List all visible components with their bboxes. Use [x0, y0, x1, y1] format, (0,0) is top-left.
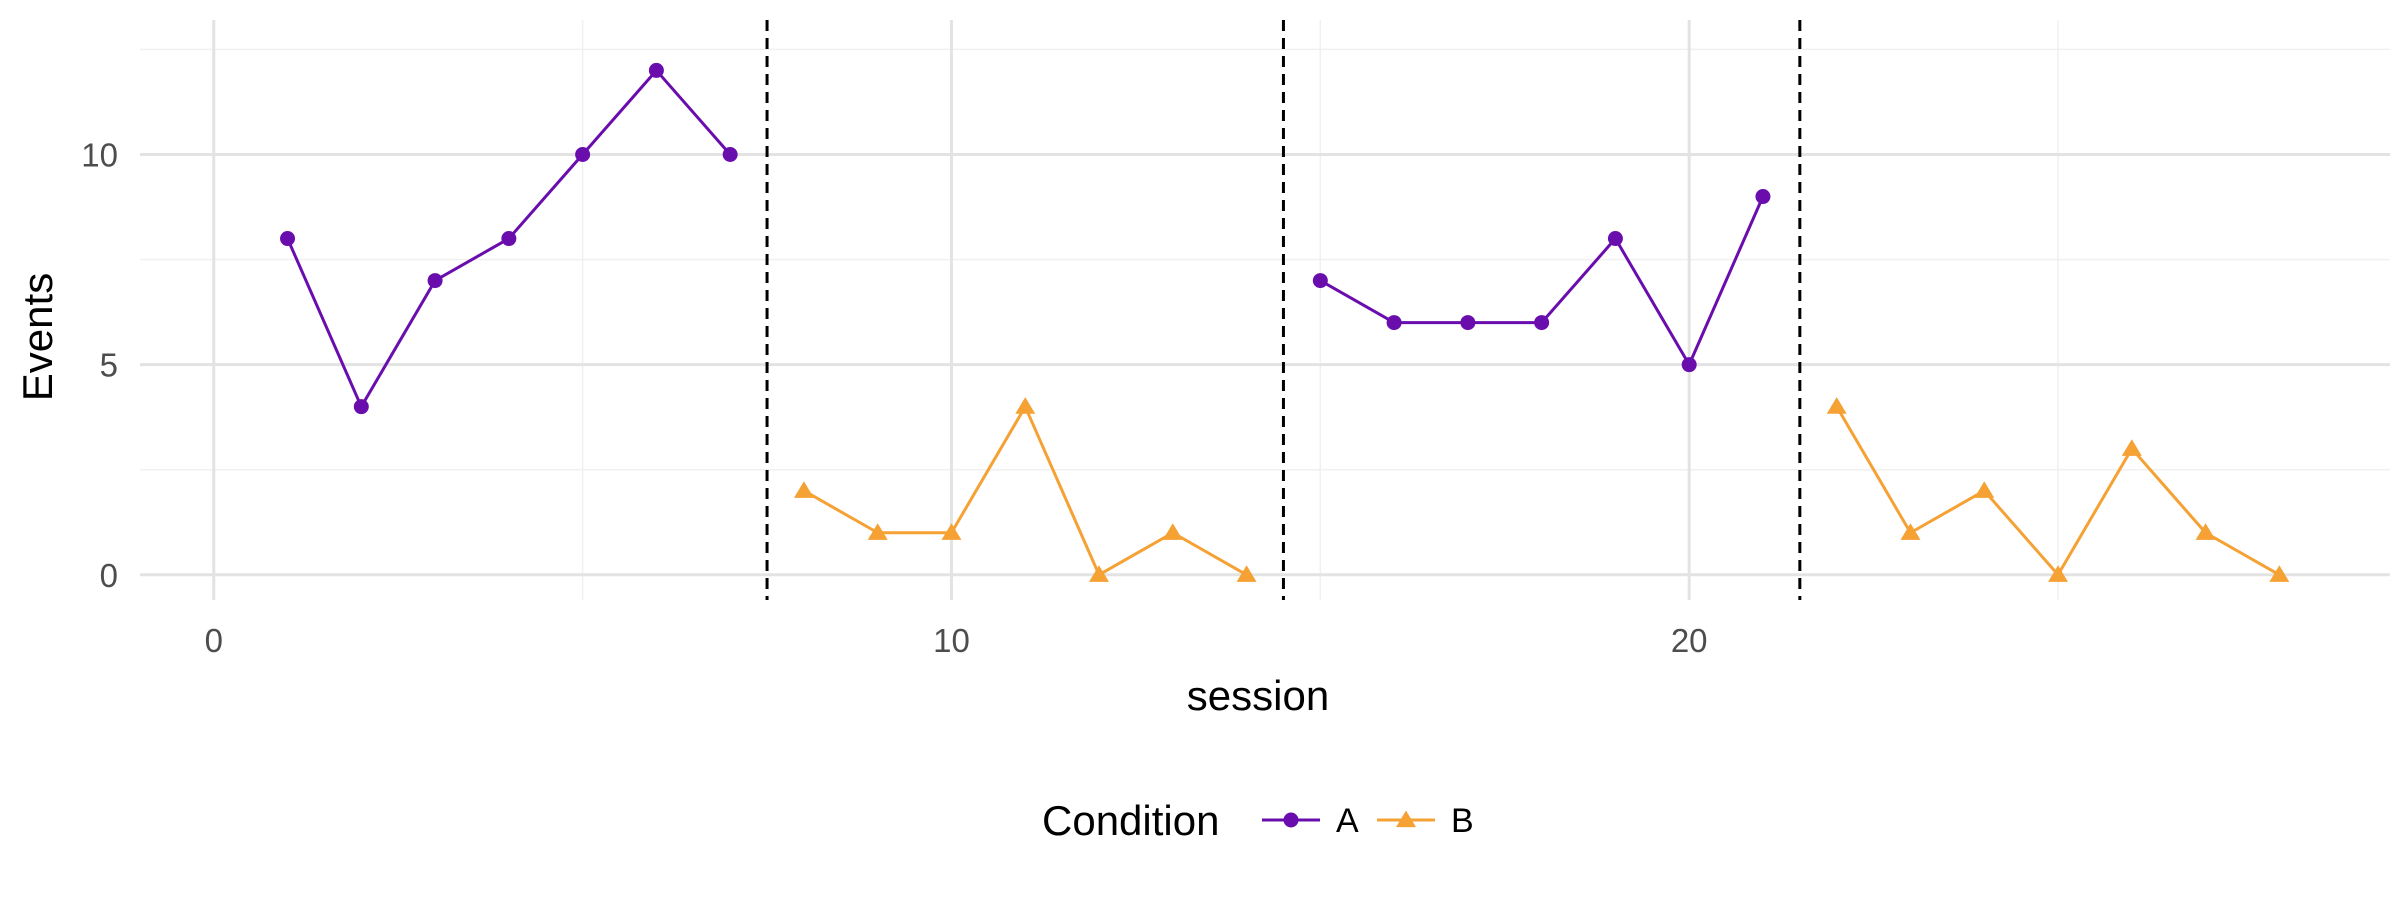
data-point — [1162, 523, 1183, 540]
data-point — [941, 523, 962, 540]
data-point — [1826, 397, 1847, 414]
data-point — [1900, 523, 1921, 540]
data-point — [1312, 273, 1328, 289]
data-point — [793, 481, 814, 498]
data-point — [1015, 397, 1036, 414]
data-point — [280, 231, 296, 247]
data-point — [648, 62, 664, 78]
legend-key-marker — [1283, 812, 1299, 828]
data-point — [1236, 565, 1257, 582]
data-series — [280, 62, 2290, 582]
data-point — [2121, 439, 2142, 456]
legend-label: A — [1336, 802, 1359, 840]
series-b-phase-2 — [793, 397, 1257, 582]
series-line — [803, 405, 1248, 577]
data-point — [2269, 565, 2290, 582]
legend-title: Condition — [1042, 797, 1219, 844]
x-tick-label: 10 — [933, 622, 970, 659]
data-point — [722, 146, 738, 162]
y-tick-label: 10 — [81, 136, 118, 173]
x-tick-label: 0 — [205, 622, 223, 659]
y-tick-label: 5 — [100, 347, 118, 384]
data-point — [1607, 231, 1623, 247]
legend-label: B — [1451, 802, 1474, 840]
data-point — [427, 273, 443, 289]
data-point — [1386, 315, 1402, 331]
data-point — [1089, 565, 1109, 582]
x-tick-label: 20 — [1671, 622, 1708, 659]
legend-key-marker — [1396, 810, 1416, 828]
y-axis-title: Events — [14, 273, 61, 401]
data-point — [2048, 565, 2069, 582]
series-a-phase-1 — [280, 62, 738, 415]
data-point — [1681, 357, 1697, 373]
series-b-phase-4 — [1826, 397, 2290, 582]
data-point — [575, 146, 591, 162]
grid — [140, 20, 2390, 600]
series-line — [1319, 195, 1765, 367]
data-point — [1974, 481, 1995, 498]
x-axis-title: session — [1187, 672, 1329, 719]
phase-change-lines — [765, 20, 1802, 600]
data-point — [1534, 315, 1550, 331]
data-point — [501, 231, 517, 247]
data-point — [1755, 189, 1771, 205]
legend-entry-b: B — [1377, 802, 1474, 840]
data-point — [867, 523, 888, 540]
axis-ticks: 0 5 10 0 10 20 — [81, 136, 1707, 659]
data-point — [1460, 315, 1476, 331]
y-tick-label: 0 — [100, 557, 118, 594]
data-point — [353, 399, 369, 415]
data-point — [2195, 523, 2216, 540]
series-a-phase-3 — [1312, 189, 1771, 373]
legend-entry-a: A — [1262, 802, 1359, 840]
